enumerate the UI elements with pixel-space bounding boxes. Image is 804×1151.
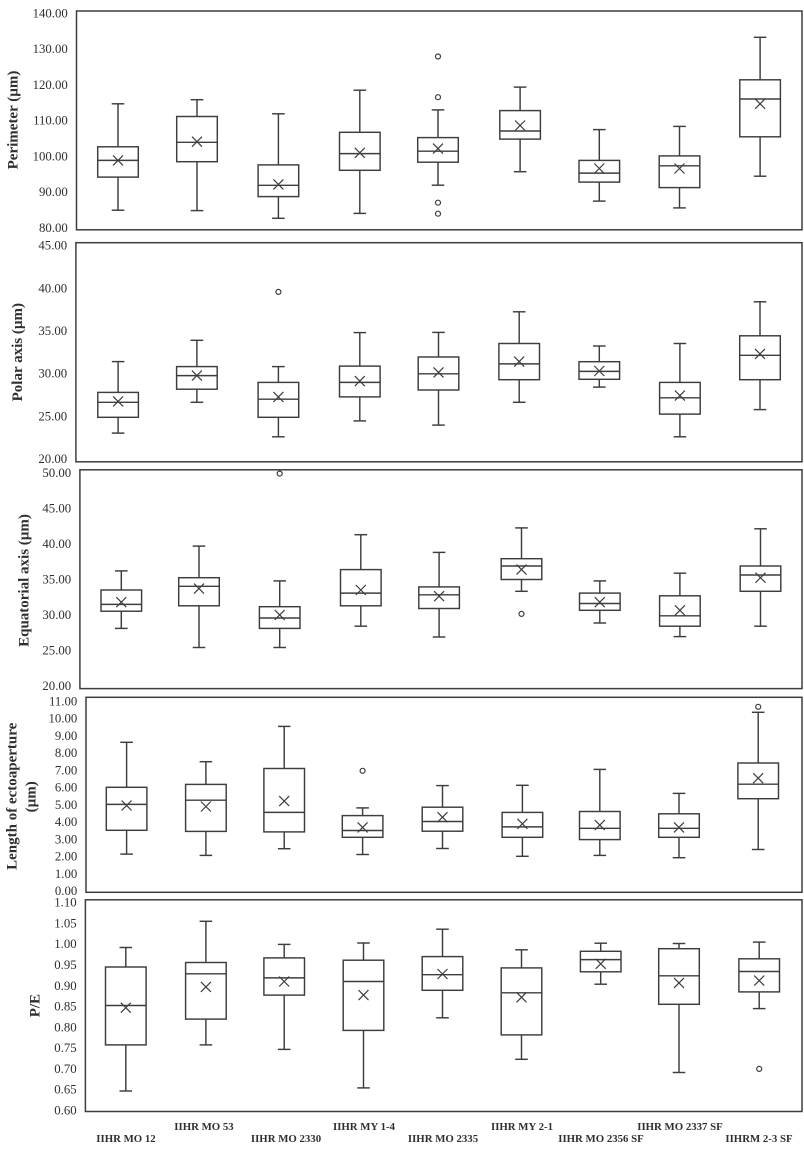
svg-text:0.85: 0.85 [54,1000,76,1014]
svg-text:25.00: 25.00 [42,644,71,658]
svg-text:9.00: 9.00 [55,729,77,743]
svg-text:3.00: 3.00 [55,832,77,846]
svg-text:1.00: 1.00 [54,937,76,951]
svg-text:Polar axis (µm): Polar axis (µm) [10,303,26,401]
svg-text:40.00: 40.00 [42,537,71,551]
svg-text:35.00: 35.00 [38,324,67,338]
svg-text:45.00: 45.00 [42,502,71,516]
svg-text:IIHR MY 2-1: IIHR MY 2-1 [491,1121,553,1133]
svg-text:0.90: 0.90 [54,979,76,993]
svg-text:IIHR MO 2356 SF: IIHR MO 2356 SF [558,1133,644,1145]
svg-text:0.80: 0.80 [54,1020,76,1034]
svg-text:2.00: 2.00 [55,850,77,864]
svg-text:Length of ectoaperture: Length of ectoaperture [5,722,21,870]
svg-text:11.00: 11.00 [49,694,77,708]
svg-text:1.00: 1.00 [55,867,77,881]
svg-text:0.00: 0.00 [55,884,77,898]
svg-text:80.00: 80.00 [39,221,68,235]
svg-text:0.95: 0.95 [54,958,76,972]
svg-text:5.00: 5.00 [55,798,77,812]
svg-text:IIHR MO 2330: IIHR MO 2330 [251,1133,321,1145]
svg-text:IIHR MO 53: IIHR MO 53 [174,1121,234,1133]
svg-text:130.00: 130.00 [33,42,68,56]
svg-text:100.00: 100.00 [33,149,68,163]
svg-text:4.00: 4.00 [55,815,77,829]
svg-text:30.00: 30.00 [42,608,71,622]
svg-text:IIHR MY 1-4: IIHR MY 1-4 [333,1121,396,1133]
svg-text:IIHR MO 2335: IIHR MO 2335 [408,1133,478,1145]
svg-text:35.00: 35.00 [42,573,71,587]
svg-text:P/E: P/E [27,994,43,1017]
svg-text:30.00: 30.00 [38,367,67,381]
svg-text:110.00: 110.00 [33,114,68,128]
svg-text:IIHR MO 12: IIHR MO 12 [96,1133,155,1145]
svg-text:0.75: 0.75 [54,1041,76,1055]
svg-text:25.00: 25.00 [38,409,67,423]
svg-text:40.00: 40.00 [38,281,67,295]
svg-text:20.00: 20.00 [38,452,67,466]
svg-text:1.10: 1.10 [54,896,76,910]
svg-text:Equatorial axis (µm): Equatorial axis (µm) [17,514,33,647]
svg-text:45.00: 45.00 [38,239,67,253]
svg-text:7.00: 7.00 [55,763,77,777]
svg-text:0.70: 0.70 [54,1062,76,1076]
svg-text:0.60: 0.60 [54,1103,76,1117]
svg-text:20.00: 20.00 [42,679,71,693]
svg-text:1.05: 1.05 [54,917,76,931]
svg-text:10.00: 10.00 [49,712,78,726]
svg-text:IIHR MO 2337 SF: IIHR MO 2337 SF [637,1121,723,1133]
svg-text:Perimeter (µm): Perimeter (µm) [6,71,22,170]
svg-text:50.00: 50.00 [42,466,71,480]
svg-text:90.00: 90.00 [39,185,68,199]
svg-text:8.00: 8.00 [55,746,77,760]
svg-text:6.00: 6.00 [55,781,77,795]
svg-text:0.65: 0.65 [54,1083,76,1097]
svg-text:140.00: 140.00 [33,6,68,20]
svg-text:(µm): (µm) [24,781,40,812]
svg-text:120.00: 120.00 [33,78,68,92]
svg-text:IIHRM 2-3 SF: IIHRM 2-3 SF [725,1133,793,1145]
